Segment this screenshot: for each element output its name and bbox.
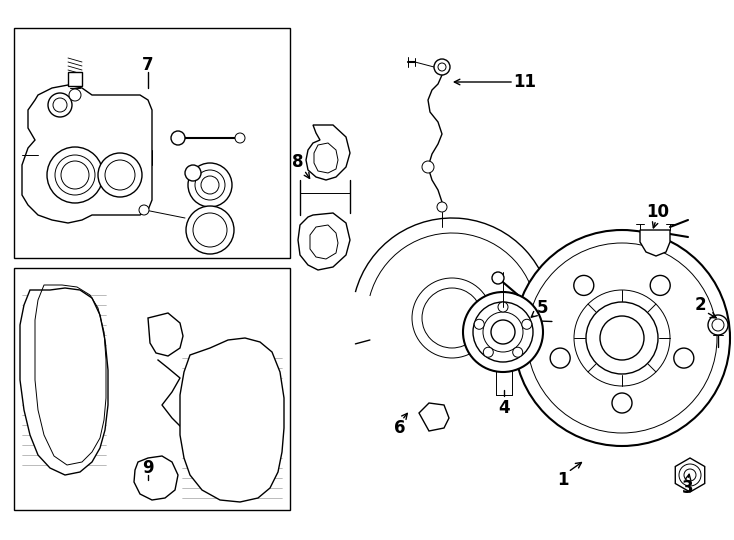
Polygon shape <box>20 288 108 475</box>
Text: 4: 4 <box>498 399 510 417</box>
Text: 5: 5 <box>537 299 548 317</box>
Bar <box>14 268 290 510</box>
Circle shape <box>512 347 523 357</box>
Circle shape <box>185 165 201 181</box>
Polygon shape <box>675 458 705 492</box>
Text: 8: 8 <box>292 153 304 171</box>
Polygon shape <box>298 213 350 270</box>
Circle shape <box>674 348 694 368</box>
Circle shape <box>463 292 543 372</box>
Circle shape <box>483 347 493 357</box>
Polygon shape <box>22 85 152 223</box>
Text: 2: 2 <box>694 296 706 314</box>
Circle shape <box>186 206 234 254</box>
Polygon shape <box>180 338 284 502</box>
Circle shape <box>498 302 508 312</box>
Circle shape <box>708 315 728 335</box>
Text: 6: 6 <box>394 419 406 437</box>
Circle shape <box>574 275 594 295</box>
Text: 11: 11 <box>514 73 537 91</box>
Circle shape <box>188 163 232 207</box>
Circle shape <box>437 202 447 212</box>
Text: 3: 3 <box>682 479 694 497</box>
Circle shape <box>48 93 72 117</box>
Circle shape <box>422 161 434 173</box>
Text: 7: 7 <box>142 56 154 74</box>
Circle shape <box>474 319 484 329</box>
Bar <box>68 72 82 86</box>
Circle shape <box>98 153 142 197</box>
Polygon shape <box>419 403 449 431</box>
Polygon shape <box>148 313 183 356</box>
Circle shape <box>514 230 730 446</box>
Polygon shape <box>306 125 350 180</box>
Circle shape <box>650 275 670 295</box>
Bar <box>14 28 290 258</box>
Circle shape <box>47 147 103 203</box>
Text: 1: 1 <box>557 471 569 489</box>
Polygon shape <box>134 456 178 500</box>
Circle shape <box>171 131 185 145</box>
Text: 9: 9 <box>142 459 154 477</box>
Circle shape <box>522 319 531 329</box>
Polygon shape <box>310 225 338 259</box>
Circle shape <box>550 348 570 368</box>
Circle shape <box>492 272 504 284</box>
Polygon shape <box>314 143 338 173</box>
Text: 10: 10 <box>647 203 669 221</box>
Circle shape <box>612 393 632 413</box>
Circle shape <box>69 89 81 101</box>
Circle shape <box>235 133 245 143</box>
Circle shape <box>434 59 450 75</box>
Circle shape <box>139 205 149 215</box>
Polygon shape <box>640 230 670 256</box>
